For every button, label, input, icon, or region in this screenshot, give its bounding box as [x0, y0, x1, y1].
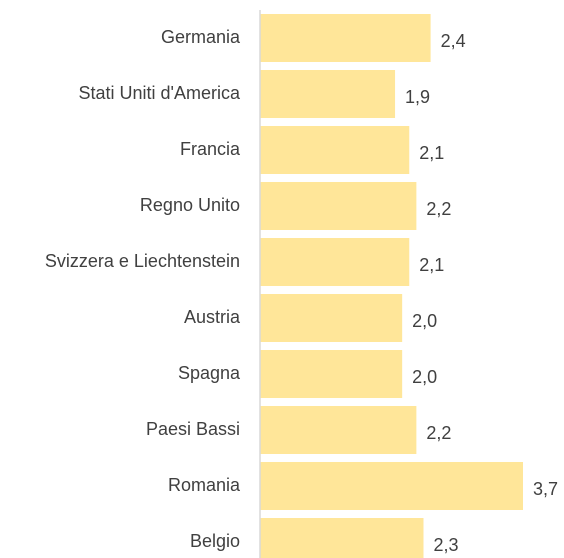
bar	[260, 126, 410, 174]
category-label: Romania	[168, 475, 241, 495]
bar	[260, 70, 396, 118]
bar	[260, 350, 403, 398]
bar	[260, 406, 417, 454]
value-label: 2,0	[412, 311, 437, 331]
category-label: Regno Unito	[140, 195, 240, 215]
category-label: Svizzera e Liechtenstein	[45, 251, 240, 271]
value-label: 2,0	[412, 367, 437, 387]
value-label: 2,1	[419, 255, 444, 275]
bar	[260, 294, 403, 342]
value-label: 1,9	[405, 87, 430, 107]
bar	[260, 518, 424, 558]
bar	[260, 182, 417, 230]
category-label: Spagna	[178, 363, 241, 383]
bar	[260, 462, 523, 510]
bar	[260, 14, 431, 62]
category-label: Stati Uniti d'America	[79, 83, 241, 103]
value-label: 3,7	[533, 479, 558, 499]
category-label: Paesi Bassi	[146, 419, 240, 439]
category-label: Austria	[184, 307, 241, 327]
category-label: Francia	[180, 139, 241, 159]
value-label: 2,2	[426, 199, 451, 219]
value-label: 2,2	[426, 423, 451, 443]
bar	[260, 238, 410, 286]
value-label: 2,4	[441, 31, 466, 51]
category-label: Germania	[161, 27, 241, 47]
value-label: 2,3	[433, 535, 458, 555]
category-label: Belgio	[190, 531, 240, 551]
value-label: 2,1	[419, 143, 444, 163]
